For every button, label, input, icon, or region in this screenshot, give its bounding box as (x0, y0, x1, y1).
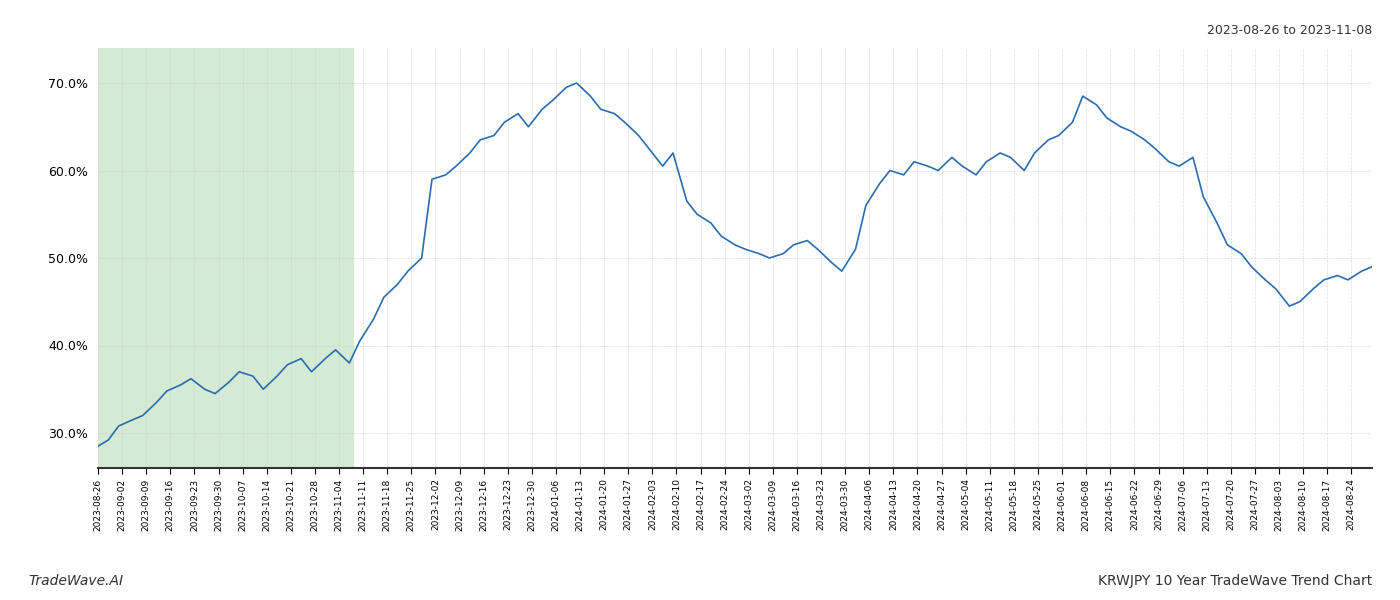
Text: KRWJPY 10 Year TradeWave Trend Chart: KRWJPY 10 Year TradeWave Trend Chart (1098, 574, 1372, 588)
Text: 2023-08-26 to 2023-11-08: 2023-08-26 to 2023-11-08 (1207, 24, 1372, 37)
Text: TradeWave.AI: TradeWave.AI (28, 574, 123, 588)
Bar (98, 48, 353, 468)
